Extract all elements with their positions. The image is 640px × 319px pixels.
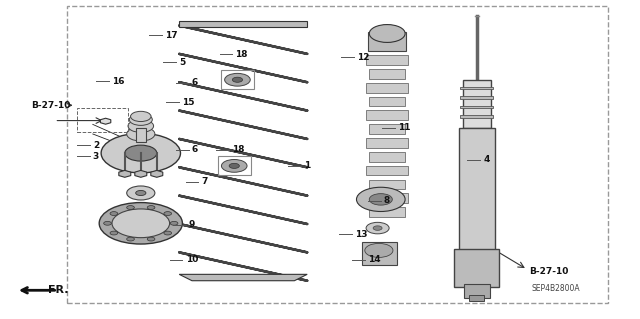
Text: 4: 4: [483, 155, 490, 164]
Circle shape: [99, 203, 182, 244]
Circle shape: [366, 222, 389, 234]
Text: 17: 17: [165, 31, 178, 40]
Circle shape: [104, 221, 111, 225]
Text: B-27-10: B-27-10: [31, 101, 70, 110]
Text: 5: 5: [179, 58, 186, 67]
Circle shape: [229, 163, 239, 168]
Text: 18: 18: [232, 145, 245, 154]
Bar: [369, 207, 405, 217]
Bar: [464, 284, 490, 298]
Circle shape: [112, 209, 170, 238]
Text: 6: 6: [192, 78, 198, 87]
Bar: [469, 295, 484, 301]
Text: 9: 9: [189, 220, 195, 229]
Bar: [218, 156, 251, 175]
Text: 15: 15: [182, 98, 195, 107]
Circle shape: [164, 211, 172, 215]
Polygon shape: [179, 274, 307, 281]
Bar: [369, 152, 405, 162]
Bar: [459, 128, 495, 255]
Circle shape: [127, 127, 155, 141]
Text: 6: 6: [192, 145, 198, 154]
Circle shape: [369, 194, 392, 205]
Text: 13: 13: [355, 230, 368, 239]
Circle shape: [147, 237, 155, 241]
Text: 1: 1: [304, 161, 310, 170]
Circle shape: [365, 243, 393, 257]
Circle shape: [164, 231, 172, 235]
Circle shape: [125, 145, 157, 161]
Circle shape: [147, 206, 155, 210]
Circle shape: [127, 206, 134, 210]
Bar: [369, 124, 405, 134]
Circle shape: [128, 120, 154, 132]
Bar: [460, 106, 493, 108]
Text: 18: 18: [236, 50, 248, 59]
Circle shape: [101, 133, 180, 173]
Circle shape: [356, 187, 405, 211]
Bar: [366, 138, 408, 148]
Text: 16: 16: [112, 77, 125, 86]
Bar: [366, 55, 408, 65]
Text: B-27-10: B-27-10: [529, 267, 568, 276]
Circle shape: [131, 111, 151, 122]
Text: 2: 2: [93, 141, 99, 150]
Bar: [460, 96, 493, 99]
Polygon shape: [135, 170, 147, 177]
Polygon shape: [100, 118, 111, 124]
Text: 3: 3: [93, 152, 99, 161]
Circle shape: [110, 231, 118, 235]
Circle shape: [170, 221, 178, 225]
Text: 11: 11: [398, 123, 411, 132]
Circle shape: [232, 77, 243, 82]
Circle shape: [127, 186, 155, 200]
Circle shape: [127, 237, 134, 241]
Bar: [366, 83, 408, 93]
Bar: [369, 69, 405, 79]
Bar: [179, 21, 307, 27]
Text: 7: 7: [202, 177, 208, 186]
Bar: [463, 80, 491, 128]
Bar: [77, 108, 128, 132]
Circle shape: [373, 226, 382, 230]
Bar: [454, 249, 499, 287]
Text: 8: 8: [384, 197, 390, 205]
Text: 10: 10: [186, 256, 198, 264]
Text: FR.: FR.: [48, 285, 68, 295]
Bar: [366, 110, 408, 120]
Bar: [362, 242, 397, 265]
Text: SEP4B2800A: SEP4B2800A: [531, 284, 580, 293]
Circle shape: [221, 160, 247, 172]
Bar: [221, 70, 254, 89]
Text: 12: 12: [357, 53, 370, 62]
Circle shape: [136, 190, 146, 196]
Bar: [136, 128, 146, 142]
Bar: [67, 6, 608, 303]
Bar: [369, 180, 405, 189]
Circle shape: [369, 25, 405, 42]
Bar: [366, 166, 408, 175]
Circle shape: [110, 211, 118, 215]
Bar: [460, 115, 493, 118]
Bar: [369, 97, 405, 106]
Circle shape: [129, 114, 152, 125]
Bar: [366, 193, 408, 203]
Polygon shape: [119, 170, 131, 177]
Bar: [460, 87, 493, 89]
Text: 14: 14: [368, 256, 381, 264]
Circle shape: [225, 73, 250, 86]
Bar: [368, 32, 406, 51]
Polygon shape: [151, 170, 163, 177]
